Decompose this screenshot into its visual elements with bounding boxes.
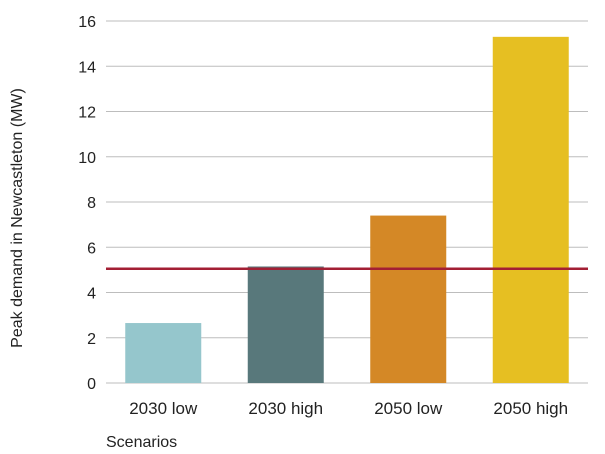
y-tick-label: 4 [87, 286, 96, 303]
bar-2050-low [370, 215, 447, 383]
y-tick-label: 0 [87, 376, 96, 393]
y-tick-label: 8 [87, 195, 96, 212]
y-tick-label: 6 [87, 240, 96, 257]
x-category-label: 2030 high [248, 399, 323, 418]
bar-2050-high [492, 36, 569, 384]
x-category-label: 2050 low [374, 399, 443, 418]
y-axis-title: Peak demand in Newcastleton (MW) [9, 88, 26, 348]
y-tick-label: 14 [78, 59, 96, 76]
x-axis-title: Scenarios [106, 434, 177, 451]
x-category-label: 2050 high [493, 399, 568, 418]
bar-2030-low [125, 323, 202, 383]
y-tick-labels: 0 2 4 6 8 10 12 14 16 [78, 14, 96, 393]
bar-2030-high [247, 266, 324, 383]
y-tick-label: 16 [78, 14, 96, 31]
y-tick-label: 2 [87, 331, 96, 348]
y-tick-label: 12 [78, 105, 96, 122]
bars [125, 36, 569, 384]
y-tick-label: 10 [78, 150, 96, 167]
x-category-label: 2030 low [129, 399, 198, 418]
x-category-labels: 2030 low 2030 high 2050 low 2050 high [129, 399, 568, 418]
